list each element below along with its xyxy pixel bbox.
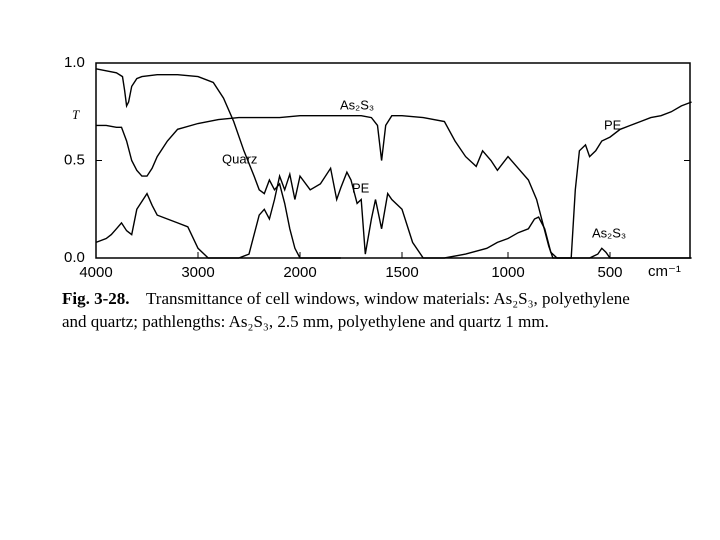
x-tick-label: 500: [597, 264, 622, 281]
y-tick-label: 0.5: [64, 151, 85, 168]
curve-label: As₂S₃: [592, 225, 626, 240]
caption-line: and quartz; pathlengths: As₂S₃, 2.5 mm, …: [62, 312, 549, 331]
caption-line: Transmittance of cell windows, window ma…: [146, 289, 630, 308]
curve-label: PE: [604, 117, 622, 132]
x-tick-label: 4000: [79, 264, 112, 281]
curve-label: PE: [352, 180, 370, 195]
x-axis-label: cm⁻¹: [648, 263, 681, 280]
x-tick-label: 1000: [491, 264, 524, 281]
caption-label: Fig. 3-28.: [62, 289, 130, 308]
spectrum-line: [95, 101, 692, 259]
x-tick-label: 1500: [385, 264, 418, 281]
x-tick-label: 3000: [181, 264, 214, 281]
spectrum-line: [95, 68, 341, 259]
y-axis-label: T: [72, 107, 80, 122]
y-tick-label: 1.0: [64, 54, 85, 71]
curve-label: As₂S₃: [340, 97, 374, 112]
curve-label: Quarz: [222, 151, 257, 166]
y-tick-label: 0.0: [64, 249, 85, 266]
x-tick-label: 2000: [283, 264, 316, 281]
